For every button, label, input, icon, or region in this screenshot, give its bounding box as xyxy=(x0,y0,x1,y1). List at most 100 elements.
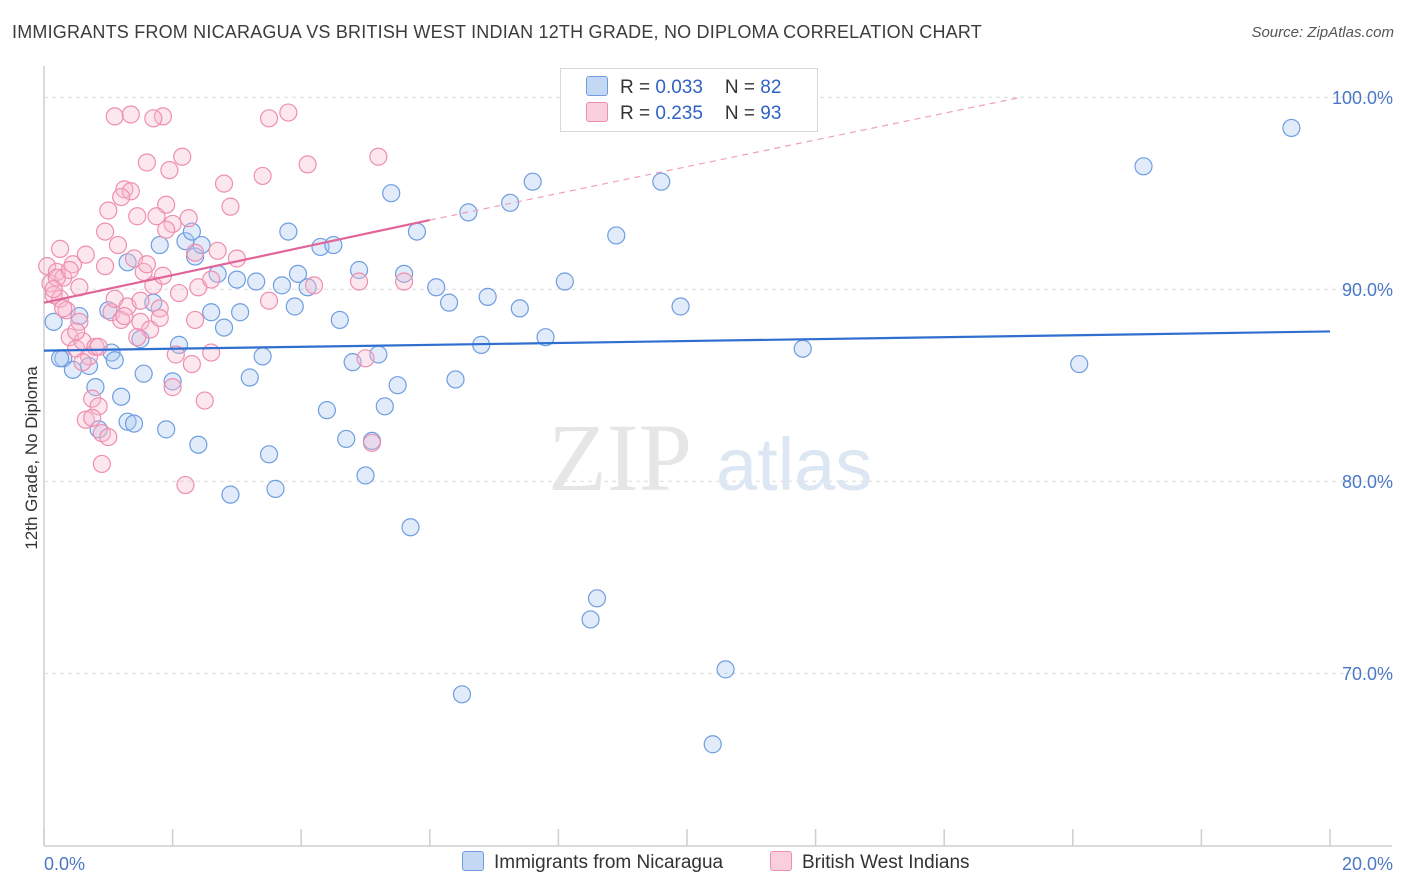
y-tick-label: 70.0% xyxy=(1342,664,1393,684)
point-british-west-indian xyxy=(76,410,95,429)
point-british-west-indian xyxy=(76,245,95,264)
point-british-west-indian xyxy=(121,182,140,201)
bottom-legend: Immigrants from Nicaragua British West I… xyxy=(0,851,1406,877)
point-nicaragua xyxy=(337,429,356,449)
point-nicaragua xyxy=(1070,354,1089,374)
point-nicaragua xyxy=(478,287,497,306)
legend: R = 0.033 N = 82 R = 0.235 N = 93 xyxy=(560,68,818,132)
point-british-west-indian xyxy=(195,391,214,410)
point-nicaragua xyxy=(510,299,529,318)
legend-r-value: 0.033 xyxy=(655,77,703,98)
point-british-west-indian xyxy=(150,308,169,328)
point-british-west-indian xyxy=(99,427,118,447)
point-british-west-indian xyxy=(157,220,176,239)
point-british-west-indian xyxy=(253,166,272,186)
point-british-west-indian xyxy=(259,291,279,310)
legend-swatch-pink xyxy=(586,102,608,122)
point-british-west-indian xyxy=(95,257,115,276)
point-british-west-indian xyxy=(99,201,118,220)
point-british-west-indian xyxy=(63,255,83,274)
point-nicaragua xyxy=(375,397,394,416)
point-british-west-indian xyxy=(202,270,221,289)
point-british-west-indian xyxy=(95,222,115,241)
point-british-west-indian xyxy=(137,255,156,274)
point-nicaragua xyxy=(112,387,131,406)
point-british-west-indian xyxy=(89,397,108,416)
point-nicaragua xyxy=(247,272,266,291)
legend-row-nicaragua: R = 0.033 N = 82 xyxy=(586,76,781,100)
point-nicaragua xyxy=(202,303,221,322)
point-british-west-indian xyxy=(105,107,124,126)
point-british-west-indian xyxy=(112,187,131,207)
point-british-west-indian xyxy=(89,337,108,356)
point-nicaragua xyxy=(50,349,70,368)
point-nicaragua xyxy=(581,610,600,629)
point-british-west-indian xyxy=(54,299,73,318)
point-nicaragua xyxy=(189,435,208,454)
point-nicaragua xyxy=(240,368,259,387)
point-british-west-indian xyxy=(70,312,89,331)
legend-row-bwi: R = 0.235 N = 93 xyxy=(586,102,781,126)
point-british-west-indian xyxy=(208,241,227,260)
trend-line-bwi-extension xyxy=(429,96,1022,221)
point-british-west-indian xyxy=(182,354,201,374)
point-british-west-indian xyxy=(131,312,150,331)
point-british-west-indian xyxy=(60,260,79,280)
point-nicaragua xyxy=(182,222,201,241)
point-british-west-indian xyxy=(92,454,111,474)
bottom-legend-nicaragua: Immigrants from Nicaragua xyxy=(462,851,723,874)
point-nicaragua xyxy=(394,264,414,283)
point-nicaragua xyxy=(388,376,407,395)
point-nicaragua xyxy=(652,172,671,191)
point-nicaragua xyxy=(118,412,137,431)
legend-swatch-pink xyxy=(770,851,792,871)
bottom-legend-bwi: British West Indians xyxy=(770,851,970,874)
y-tick-labels: 100.0% 90.0% 80.0% 70.0% xyxy=(1332,88,1393,684)
point-nicaragua xyxy=(703,735,722,754)
point-nicaragua xyxy=(1282,118,1301,138)
point-nicaragua xyxy=(793,339,812,358)
point-nicaragua xyxy=(407,222,427,241)
point-british-west-indian xyxy=(227,249,246,268)
point-nicaragua xyxy=(587,589,607,608)
point-british-west-indian xyxy=(137,153,156,172)
point-nicaragua xyxy=(134,364,153,383)
point-british-west-indian xyxy=(108,235,128,255)
point-british-west-indian xyxy=(157,195,176,214)
chart-title: IMMIGRANTS FROM NICARAGUA VS BRITISH WES… xyxy=(12,22,982,42)
watermark-zip: ZIP xyxy=(548,404,692,511)
x-tick-label: 0.0% xyxy=(44,854,85,874)
point-nicaragua xyxy=(186,247,205,266)
point-british-west-indian xyxy=(221,197,240,216)
point-british-west-indian xyxy=(144,109,163,128)
point-nicaragua xyxy=(446,370,465,389)
trend-lines xyxy=(43,96,1331,352)
point-nicaragua xyxy=(105,351,124,370)
point-british-west-indian xyxy=(356,349,375,368)
point-nicaragua xyxy=(555,272,574,291)
point-nicaragua xyxy=(227,270,246,289)
point-british-west-indian xyxy=(50,239,70,258)
point-nicaragua xyxy=(231,303,250,322)
point-british-west-indian xyxy=(179,209,198,228)
y-tick-label: 80.0% xyxy=(1342,472,1393,492)
legend-r-value: 0.235 xyxy=(655,103,703,124)
point-british-west-indian xyxy=(44,280,63,299)
point-british-west-indian xyxy=(150,299,169,318)
point-british-west-indian xyxy=(83,408,102,427)
point-nicaragua xyxy=(124,414,144,433)
point-british-west-indian xyxy=(214,174,234,193)
point-british-west-indian xyxy=(279,103,298,122)
point-nicaragua xyxy=(86,378,105,397)
point-british-west-indian xyxy=(128,328,147,347)
point-nicaragua xyxy=(459,203,478,222)
point-nicaragua xyxy=(272,276,292,295)
point-nicaragua xyxy=(157,420,176,439)
point-nicaragua xyxy=(266,479,285,498)
point-nicaragua xyxy=(317,401,337,420)
y-tick-label: 100.0% xyxy=(1332,88,1393,108)
point-british-west-indian xyxy=(163,378,182,397)
point-nicaragua xyxy=(150,235,169,255)
point-nicaragua xyxy=(523,172,542,191)
